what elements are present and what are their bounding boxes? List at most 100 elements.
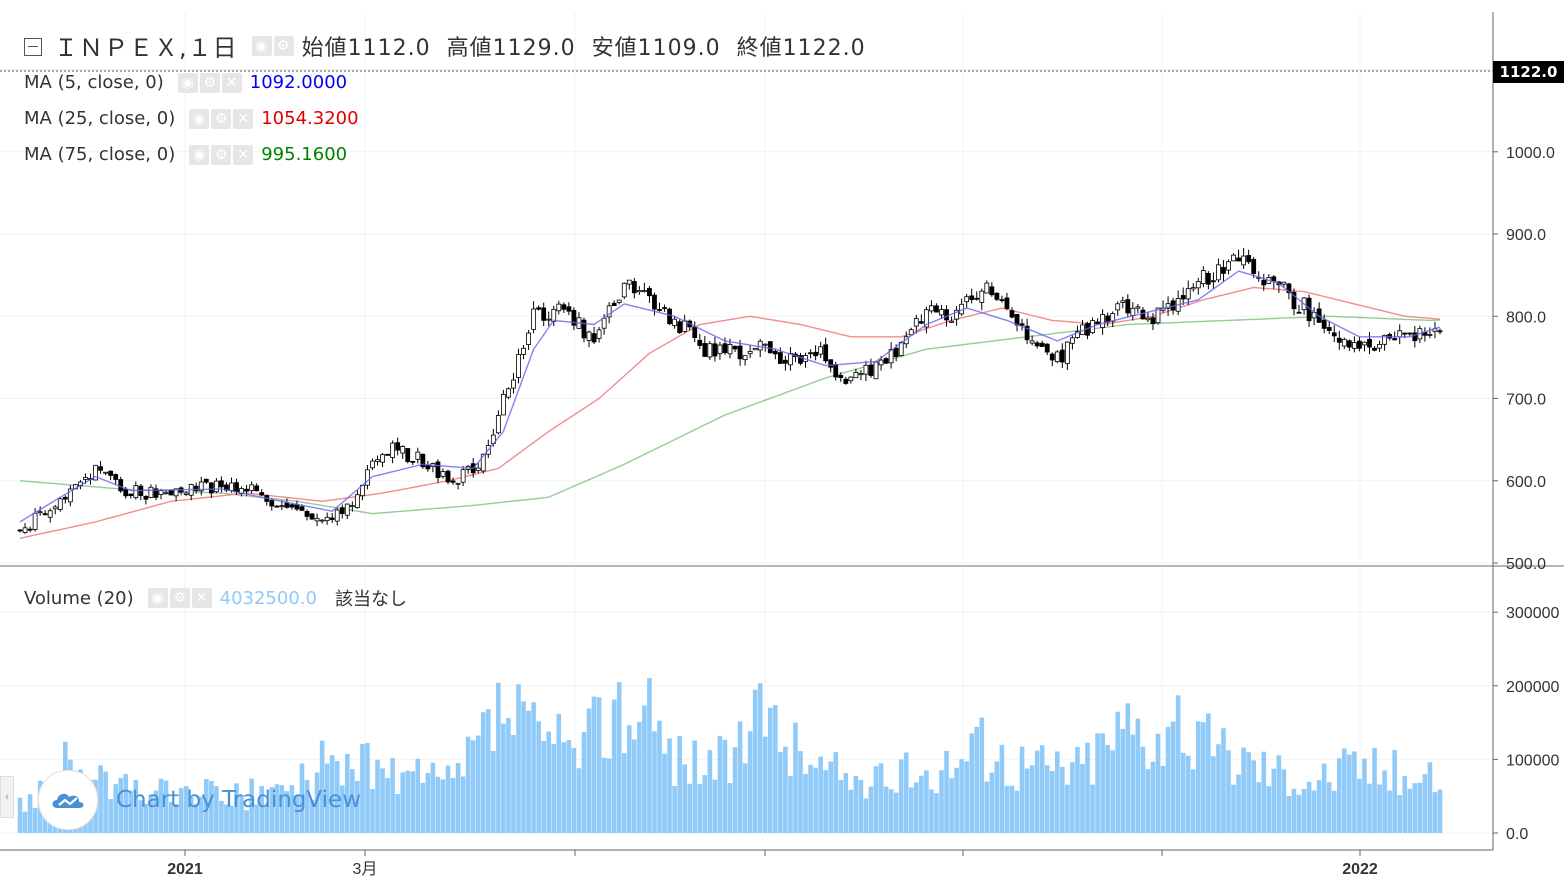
volume-bar <box>1412 783 1418 833</box>
candle-up <box>1341 338 1347 347</box>
open-value: 1112.0 <box>347 35 431 61</box>
candle-up <box>984 282 990 294</box>
gear-icon[interactable]: ⚙ <box>211 144 232 165</box>
candle-down <box>1407 332 1413 335</box>
volume-bar <box>838 779 844 833</box>
candle-up <box>163 492 169 495</box>
eye-icon[interactable]: ◉ <box>251 35 272 56</box>
candle-down <box>692 326 698 339</box>
volume-label: Volume (20) <box>24 587 134 609</box>
volume-bar <box>355 780 360 833</box>
candle-down <box>1331 332 1337 337</box>
candle-down <box>445 470 451 483</box>
close-icon[interactable]: ✕ <box>221 72 242 93</box>
candle-down <box>843 378 849 384</box>
candle-down <box>677 321 683 334</box>
volume-bar <box>1251 760 1256 833</box>
candle-down <box>118 479 124 492</box>
candle-up <box>1281 281 1287 285</box>
candle-down <box>42 513 48 516</box>
eye-icon[interactable]: ◉ <box>189 144 210 165</box>
volume-bar <box>1377 784 1382 833</box>
candle-down <box>571 310 577 326</box>
volume-bar <box>732 747 738 833</box>
candle-up <box>1064 341 1070 364</box>
volume-tick-label: 300000 <box>1506 605 1559 622</box>
eye-icon[interactable]: ◉ <box>189 108 210 129</box>
gear-icon[interactable]: ⚙ <box>169 588 190 608</box>
price-tick-label: 900.0 <box>1506 227 1546 244</box>
volume-bar <box>118 778 124 833</box>
candle-up <box>818 346 824 355</box>
volume-bar <box>964 761 969 833</box>
close-icon[interactable]: ✕ <box>191 588 212 608</box>
volume-bar <box>244 810 249 833</box>
close-value: 1122.0 <box>782 35 866 61</box>
volume-bar <box>1095 733 1100 833</box>
ma25-line <box>19 286 1441 539</box>
candle-up <box>229 482 234 491</box>
volume-bar <box>173 804 179 833</box>
candle-up <box>1377 344 1382 349</box>
volume-bar <box>632 739 637 833</box>
eye-icon[interactable]: ◉ <box>177 72 198 93</box>
candle-down <box>62 496 68 500</box>
volume-bar <box>234 783 239 833</box>
scroll-left-handle[interactable]: ‹ <box>0 776 14 818</box>
candle-down <box>566 306 572 312</box>
volume-bar <box>672 786 677 833</box>
candle-down <box>974 297 980 300</box>
candle-down <box>259 492 265 496</box>
volume-bar <box>999 744 1005 833</box>
candle-up <box>22 527 28 533</box>
candle-down <box>1326 327 1332 331</box>
volume-bar <box>219 800 224 833</box>
volume-bar <box>1432 792 1438 833</box>
gear-icon[interactable]: ⚙ <box>199 72 220 93</box>
gear-icon[interactable]: ⚙ <box>273 35 294 56</box>
volume-bar <box>496 682 501 833</box>
close-label: 終値 <box>736 35 783 61</box>
candle-up <box>380 454 385 463</box>
candle-down <box>1346 340 1352 348</box>
volume-bar <box>742 763 748 833</box>
volume-bar <box>455 762 461 833</box>
candle-up <box>249 484 255 491</box>
eye-icon[interactable]: ◉ <box>147 588 168 608</box>
volume-bar <box>566 740 572 833</box>
minimize-icon[interactable] <box>24 37 42 56</box>
tradingview-watermark[interactable]: Chart by TradingView <box>38 770 361 830</box>
candle-up <box>1185 288 1191 300</box>
candle-up <box>1029 340 1035 344</box>
volume-bar <box>858 780 864 833</box>
volume-bar <box>1342 748 1347 833</box>
volume-bar <box>420 782 426 833</box>
volume-bar <box>1226 750 1231 833</box>
candle-up <box>52 506 58 510</box>
volume-bar <box>1382 770 1387 833</box>
candle-up <box>1190 287 1196 290</box>
volume-bar <box>329 755 335 833</box>
volume-bar <box>491 750 496 833</box>
candle-down <box>777 352 783 364</box>
volume-bar <box>390 758 395 833</box>
gear-icon[interactable]: ⚙ <box>211 108 232 129</box>
volume-bar <box>647 678 652 833</box>
volume-bar <box>591 696 597 833</box>
close-icon[interactable]: ✕ <box>233 108 254 129</box>
candle-up <box>1070 337 1075 344</box>
volume-bar <box>1397 795 1403 833</box>
volume-bar <box>752 689 758 833</box>
candle-down <box>1402 332 1408 335</box>
close-icon[interactable]: ✕ <box>233 144 254 165</box>
volume-bar <box>722 739 728 833</box>
volume-bar <box>1261 751 1267 833</box>
candle-up <box>400 446 406 454</box>
volume-bar <box>1407 788 1413 833</box>
candle-down <box>969 295 975 301</box>
volume-bar <box>506 718 511 833</box>
volume-bar <box>259 786 265 833</box>
volume-bar <box>662 753 667 833</box>
candle-up <box>324 516 330 522</box>
